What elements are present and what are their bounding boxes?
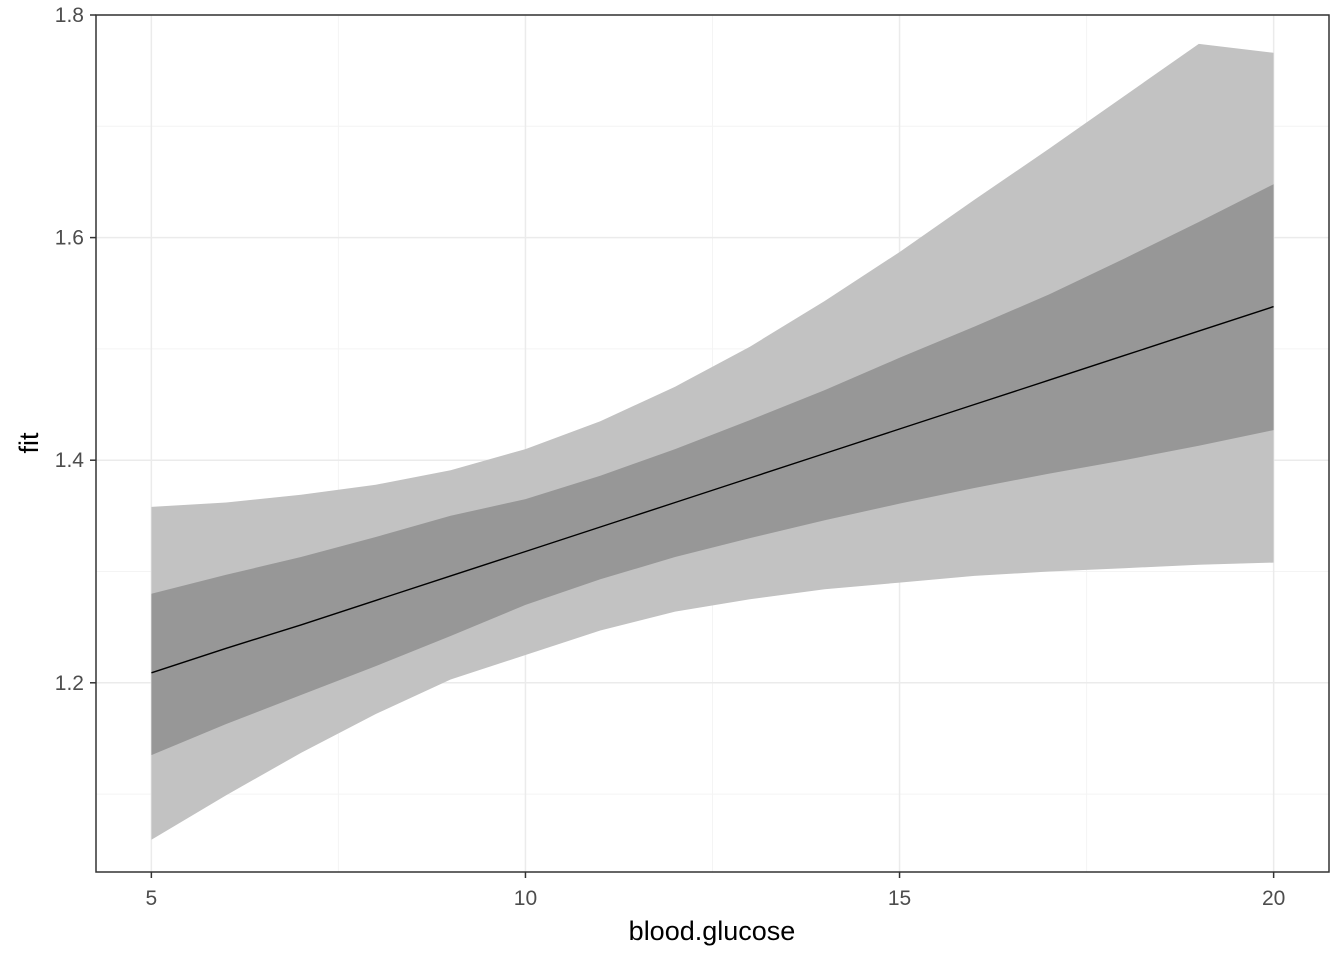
panel-border — [95, 14, 1330, 873]
fit-line — [151, 305, 1274, 674]
x-tick-label: 20 — [1262, 887, 1285, 910]
y-tick-label: 1.2 — [55, 672, 84, 695]
y-tick-label: 1.4 — [55, 449, 85, 472]
x-axis-label: blood.glucose — [629, 916, 796, 946]
y-tick-label: 1.6 — [55, 227, 84, 250]
inner-confidence-band — [151, 184, 1274, 756]
y-tick-label: 1.8 — [55, 4, 84, 27]
y-axis-label: fit — [14, 432, 44, 454]
x-tick-label: 15 — [888, 887, 911, 910]
y-axis-ticks: 1.2 1.4 1.6 1.8 — [55, 4, 96, 695]
x-axis-ticks: 5 10 15 20 — [146, 872, 1285, 910]
x-tick-label: 10 — [514, 887, 537, 910]
x-tick-label: 5 — [146, 887, 158, 910]
